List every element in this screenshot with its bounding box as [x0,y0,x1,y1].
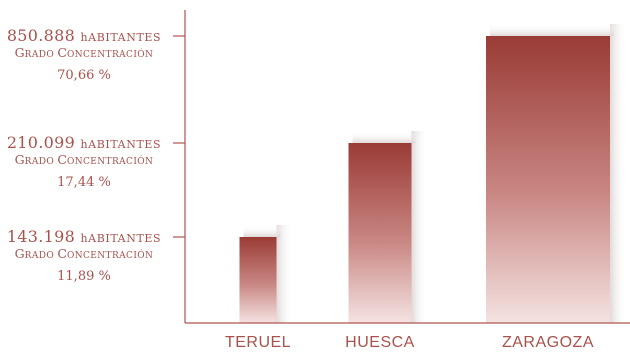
concentration-label-zaragoza: GRADO CONCENTRACIÓN [15,45,154,60]
bar-teruel [239,237,277,323]
bar-shadow-right-huesca [411,131,428,323]
bar-shadow-right-teruel [276,225,293,323]
x-tick-labels: TERUEL HUESCA ZARAGOZA [225,334,594,351]
category-label-zaragoza: ZARAGOZA [502,334,594,351]
y-ticks [173,35,185,238]
percentage-label-huesca: 17,44 % [57,175,111,190]
population-label-teruel: 143.198 hABITANTES [7,227,161,246]
percentage-label-teruel: 11,89 % [57,269,111,284]
bar-shadows [243,24,626,323]
bar-shadow-top-teruel [243,225,281,237]
bar-shadow-top-zaragoza [490,24,614,36]
bar-huesca [348,143,412,323]
category-label-huesca: HUESCA [345,334,415,351]
bars [239,36,610,323]
percentage-label-zaragoza: 70,66 % [57,68,111,83]
bar-zaragoza [486,36,610,323]
category-label-teruel: TERUEL [225,334,291,351]
concentration-label-huesca: GRADO CONCENTRACIÓN [15,152,154,167]
concentration-label-teruel: GRADO CONCENTRACIÓN [15,246,154,261]
population-label-zaragoza: 850.888 hABITANTES [7,26,161,45]
population-label-huesca: 210.099 hABITANTES [7,133,161,152]
bar-shadow-right-zaragoza [610,24,626,323]
bar-shadow-top-huesca [352,131,416,143]
